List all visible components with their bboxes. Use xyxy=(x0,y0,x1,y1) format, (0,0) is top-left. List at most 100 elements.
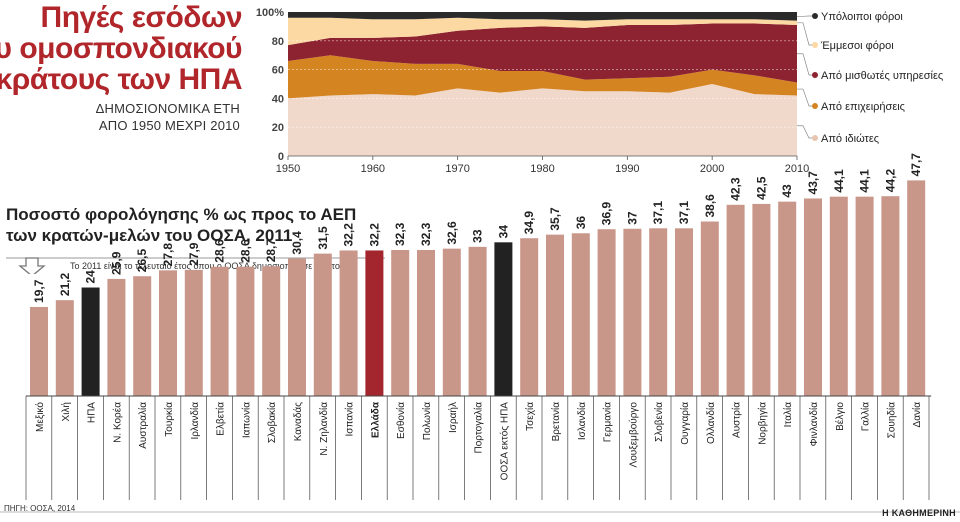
bar-category-label: Βρετανία xyxy=(550,402,562,442)
bar-category-label: Καναδάς xyxy=(292,402,304,441)
bar-category-label: Ιαπωνία xyxy=(240,402,252,438)
legend-label: Από μισθωτές υπηρεσίες xyxy=(821,70,943,82)
legend-connector xyxy=(797,22,813,46)
bar-22 xyxy=(571,233,590,396)
bar-9 xyxy=(236,266,255,396)
legend-dot xyxy=(812,135,818,141)
bar-value-label: 32,3 xyxy=(419,222,433,246)
area-series-4 xyxy=(288,17,797,46)
area-y-tick-label: 60 xyxy=(272,65,284,77)
bar-value-label: 24 xyxy=(84,270,98,284)
bar-value-label: 25,9 xyxy=(109,251,123,275)
area-x-tick-label: 1960 xyxy=(361,163,385,175)
top-subtitle-line-2: ΑΠΟ 1950 ΜΕΧΡΙ 2010 xyxy=(98,118,240,133)
bar-value-label: 43 xyxy=(780,184,794,198)
bottom-title-line-2: των κρατών-μελών του ΟΟΣΑ, 2011 xyxy=(6,226,293,245)
bar-category-label: Γερμανία xyxy=(602,402,614,442)
bar-category-label: ΟΟΣΑ εκτός ΗΠΑ xyxy=(498,402,510,481)
publisher-logo: Η ΚΑΘΗΜΕΡΙΝΗ xyxy=(882,508,956,518)
area-series-5 xyxy=(288,12,797,21)
bar-category-label: Πορτογαλία xyxy=(473,402,485,454)
bar-value-label: 31,5 xyxy=(316,226,330,250)
bar-category-label: Εσθονία xyxy=(395,402,407,439)
legend-label: Από επιχειρήσεις xyxy=(821,101,905,113)
area-x-tick-label: 1970 xyxy=(445,163,469,175)
bar-14 xyxy=(365,250,384,396)
bar-category-label: Σλοβακία xyxy=(266,402,278,443)
bar-value-label: 44,1 xyxy=(832,169,846,193)
top-chart-title: Πηγές εσόδων του ομοσπονδιακού κράτους τ… xyxy=(0,1,243,95)
bar-category-label: Γαλλία xyxy=(860,402,872,432)
bar-category-label: Μεξικό xyxy=(34,402,46,432)
area-x-tick-label: 2000 xyxy=(700,163,724,175)
bar-26 xyxy=(675,228,693,396)
bar-category-label: Ελλάδα xyxy=(370,401,381,438)
bar-category-label: Λουξεμβούργο xyxy=(627,402,639,468)
area-y-tick-label: 40 xyxy=(272,93,284,105)
bar-8 xyxy=(210,266,229,396)
bar-category-label: Αυστραλία xyxy=(137,402,149,449)
area-x-tick-label: 1990 xyxy=(615,163,639,175)
bar-category-label: Τσεχία xyxy=(524,402,536,431)
bar-4 xyxy=(107,278,126,396)
bar-value-label: 30,4 xyxy=(290,231,304,255)
top-subtitle-line-1: ΔΗΜΟΣΙΟΝΟΜΙΚΑ ΕΤΗ xyxy=(95,101,240,116)
bar-value-label: 32,6 xyxy=(445,221,459,245)
bar-value-label: 28,6 xyxy=(238,239,252,263)
bar-value-label: 36 xyxy=(574,216,588,230)
bar-category-label: Ουγγαρία xyxy=(679,402,691,445)
bar-value-label: 27,8 xyxy=(161,243,175,267)
source-note: ΠΗΓΗ: ΟΟΣΑ, 2014 xyxy=(4,504,76,513)
bar-30 xyxy=(778,201,797,396)
bar-29 xyxy=(752,203,771,396)
bar-23 xyxy=(597,229,616,396)
area-x-tick-label: 2010 xyxy=(785,163,809,175)
bar-3 xyxy=(81,287,100,396)
bar-value-label: 26,5 xyxy=(135,249,149,273)
bar-category-label: Ελβετία xyxy=(215,402,227,436)
top-title-line-2: του ομοσπονδιακού xyxy=(0,32,243,65)
revenue-area-chart: 0 20 40 60 80 100% 1950 1960 1970 1980 1990 2000 201… xyxy=(256,7,943,175)
area-y-tick-label: 20 xyxy=(272,122,284,134)
bar-value-label: 44,1 xyxy=(858,169,872,193)
bar-category-label: Ιταλία xyxy=(782,402,794,428)
area-y-tick-label: 0 xyxy=(278,151,284,163)
bar-16 xyxy=(417,250,435,396)
bar-category-label: Βέλγιο xyxy=(834,402,846,431)
area-y-tick-label: 80 xyxy=(272,36,284,48)
bar-category-label: Ολλανδία xyxy=(705,402,717,444)
bar-18 xyxy=(468,246,487,396)
bar-value-label: 28,6 xyxy=(213,239,227,263)
bar-value-label: 43,7 xyxy=(806,171,820,195)
bar-32 xyxy=(829,196,848,396)
bar-value-label: 32,2 xyxy=(342,223,356,247)
bar-24 xyxy=(623,228,642,396)
area-x-tick-label: 1980 xyxy=(530,163,554,175)
bar-19 xyxy=(494,242,513,396)
bar-17 xyxy=(442,248,461,396)
bar-31 xyxy=(804,198,822,396)
bar-20 xyxy=(520,238,539,396)
bar-category-label: Ισλανδία xyxy=(576,402,588,440)
legend-dot xyxy=(812,72,818,78)
bar-category-label: Δανία xyxy=(911,402,923,428)
bar-value-label: 42,5 xyxy=(754,176,768,200)
legend-label: Έμμεσοι φόροι xyxy=(820,40,894,52)
bar-27 xyxy=(700,221,719,396)
area-y-tick-label: 100% xyxy=(256,7,284,19)
bar-11 xyxy=(288,258,306,396)
bar-21 xyxy=(546,234,564,396)
bar-value-label: 37,1 xyxy=(677,201,691,225)
bar-value-label: 37,1 xyxy=(651,201,665,225)
top-title-line-1: Πηγές εσόδων xyxy=(40,1,243,34)
area-series-3 xyxy=(288,23,797,83)
bar-7 xyxy=(184,269,203,396)
legend-label: Υπόλοιποι φόροι xyxy=(821,11,903,23)
bottom-title-line-1: Ποσοστό φορολόγησης % ως προς το ΑΕΠ xyxy=(6,205,357,224)
legend-label: Από ιδιώτες xyxy=(821,133,879,145)
bar-category-label: ΗΠΑ xyxy=(87,402,98,423)
bar-category-label: Αυστρία xyxy=(731,402,743,438)
bar-category-label: Πολωνία xyxy=(421,402,433,440)
bar-1 xyxy=(30,306,48,396)
